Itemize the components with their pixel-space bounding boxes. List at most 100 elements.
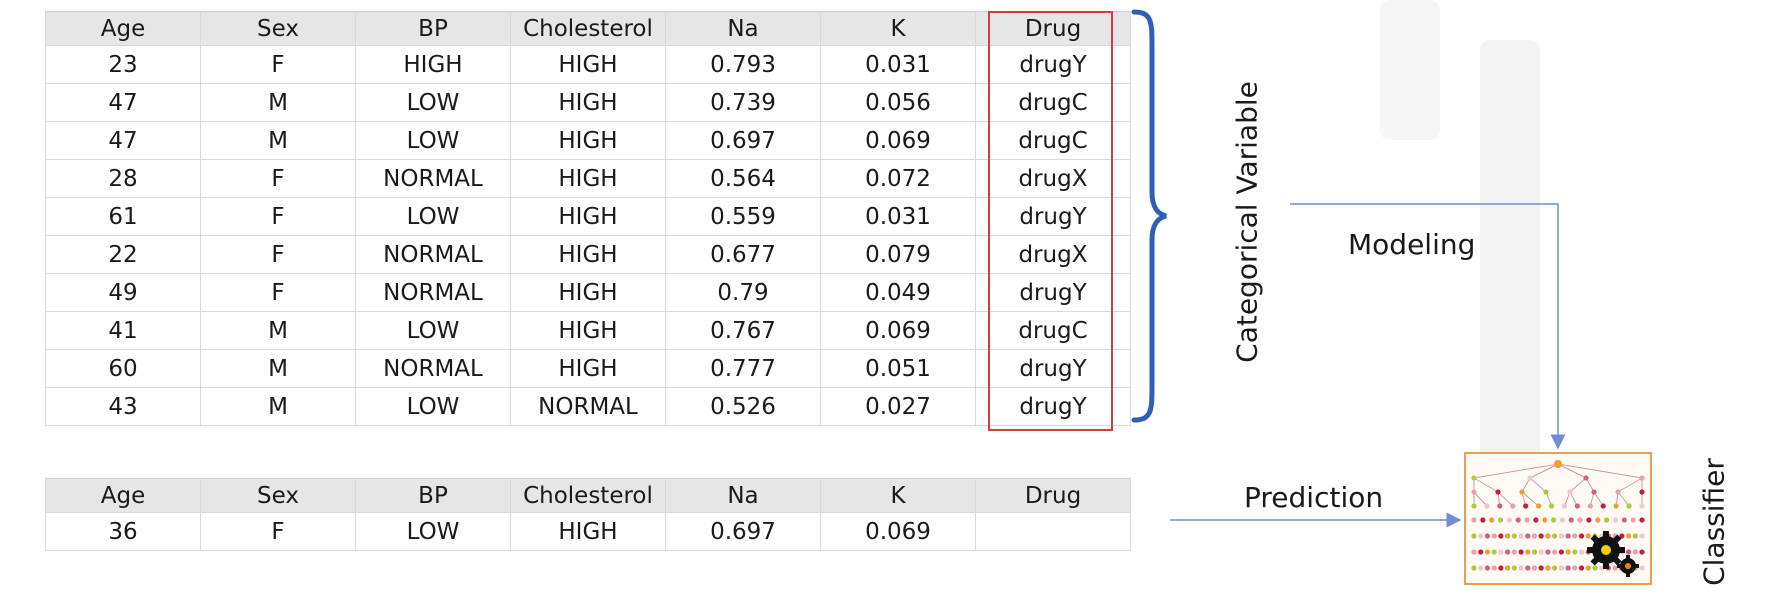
table-cell: 0.777 <box>665 349 821 388</box>
table-cell: 28 <box>45 159 201 198</box>
table-cell: 0.051 <box>820 349 976 388</box>
column-header: Sex <box>200 11 356 46</box>
table-row: 47 M LOW HIGH 0.739 0.056 drugC <box>45 83 1131 122</box>
table-cell: LOW <box>355 387 511 426</box>
table-cell: LOW <box>355 121 511 160</box>
column-header: Na <box>665 11 821 46</box>
table-cell: 41 <box>45 311 201 350</box>
column-header: Sex <box>200 478 356 513</box>
table-cell: HIGH <box>510 235 666 274</box>
table-cell: F <box>200 197 356 236</box>
table-cell: 0.697 <box>665 121 821 160</box>
table-cell: drugX <box>975 159 1131 198</box>
table-row: 41 M LOW HIGH 0.767 0.069 drugC <box>45 311 1131 350</box>
table-cell: HIGH <box>510 311 666 350</box>
table-cell: drugC <box>975 121 1131 160</box>
table-cell: 0.031 <box>820 197 976 236</box>
table-cell: NORMAL <box>355 159 511 198</box>
table-cell: 0.564 <box>665 159 821 198</box>
table-cell: HIGH <box>510 83 666 122</box>
table-row: 60 M NORMAL HIGH 0.777 0.051 drugY <box>45 349 1131 388</box>
table-cell: LOW <box>355 512 511 551</box>
table-row: 28 F NORMAL HIGH 0.564 0.072 drugX <box>45 159 1131 198</box>
table-cell: 0.069 <box>820 512 976 551</box>
column-header: K <box>820 11 976 46</box>
table-cell: 36 <box>45 512 201 551</box>
column-header: Drug <box>975 11 1131 46</box>
column-header: K <box>820 478 976 513</box>
table-cell: 47 <box>45 83 201 122</box>
table-cell: 47 <box>45 121 201 160</box>
table-cell: M <box>200 121 356 160</box>
table-cell: 22 <box>45 235 201 274</box>
table-cell: drugY <box>975 387 1131 426</box>
table-cell: NORMAL <box>355 273 511 312</box>
table-cell: M <box>200 349 356 388</box>
table-cell: 60 <box>45 349 201 388</box>
table-cell: 0.031 <box>820 45 976 84</box>
table-cell: drugY <box>975 273 1131 312</box>
table-cell: HIGH <box>510 512 666 551</box>
table-cell: 0.697 <box>665 512 821 551</box>
table-cell: drugC <box>975 83 1131 122</box>
table-cell: 0.049 <box>820 273 976 312</box>
classifier-box <box>1464 452 1652 585</box>
table-cell: F <box>200 159 356 198</box>
table-cell: 0.79 <box>665 273 821 312</box>
table-cell: drugC <box>975 311 1131 350</box>
table-cell <box>975 512 1131 551</box>
modeling-arrow <box>1290 203 1566 450</box>
table-cell: 0.767 <box>665 311 821 350</box>
table-cell: 23 <box>45 45 201 84</box>
column-header: Na <box>665 478 821 513</box>
column-header: Cholesterol <box>510 11 666 46</box>
prediction-input-table: Age Sex BP Cholesterol Na K Drug 36 F LOW H… <box>45 478 1131 551</box>
table-header-row: Age Sex BP Cholesterol Na K Drug <box>45 11 1131 46</box>
table-cell: F <box>200 235 356 274</box>
table-cell: M <box>200 387 356 426</box>
table-cell: 0.072 <box>820 159 976 198</box>
table-cell: HIGH <box>510 45 666 84</box>
table-row: 36 F LOW HIGH 0.697 0.069 <box>45 512 1131 551</box>
prediction-label: Prediction <box>1244 481 1384 514</box>
table-cell: 49 <box>45 273 201 312</box>
table-cell: F <box>200 45 356 84</box>
modeling-label: Modeling <box>1348 228 1476 261</box>
column-header: Cholesterol <box>510 478 666 513</box>
table-cell: HIGH <box>510 349 666 388</box>
gear-icon <box>1587 531 1625 569</box>
table-cell: 0.069 <box>820 311 976 350</box>
decision-tree-with-gears-icon <box>1471 460 1645 577</box>
table-cell: 0.793 <box>665 45 821 84</box>
table-cell: 0.739 <box>665 83 821 122</box>
table-cell: F <box>200 273 356 312</box>
table-cell: HIGH <box>510 121 666 160</box>
table-cell: drugY <box>975 197 1131 236</box>
table-cell: M <box>200 311 356 350</box>
curly-brace <box>1131 9 1167 423</box>
table-cell: HIGH <box>510 273 666 312</box>
column-header: Age <box>45 11 201 46</box>
table-header-row: Age Sex BP Cholesterol Na K Drug <box>45 478 1131 513</box>
table-row: 22 F NORMAL HIGH 0.677 0.079 drugX <box>45 235 1131 274</box>
table-cell: drugY <box>975 349 1131 388</box>
table-cell: 0.056 <box>820 83 976 122</box>
table-cell: HIGH <box>355 45 511 84</box>
column-header: BP <box>355 478 511 513</box>
table-row: 47 M LOW HIGH 0.697 0.069 drugC <box>45 121 1131 160</box>
table-cell: 43 <box>45 387 201 426</box>
table-cell: 0.677 <box>665 235 821 274</box>
table-cell: 0.079 <box>820 235 976 274</box>
table-row: 43 M LOW NORMAL 0.526 0.027 drugY <box>45 387 1131 426</box>
table-row: 61 F LOW HIGH 0.559 0.031 drugY <box>45 197 1131 236</box>
classifier-label: Classifier <box>1697 458 1731 586</box>
table-cell: NORMAL <box>510 387 666 426</box>
table-cell: LOW <box>355 197 511 236</box>
table-cell: 0.069 <box>820 121 976 160</box>
table-cell: LOW <box>355 83 511 122</box>
table-cell: F <box>200 512 356 551</box>
small-gear-icon <box>1617 555 1639 577</box>
table-cell: 0.526 <box>665 387 821 426</box>
table-cell: 61 <box>45 197 201 236</box>
